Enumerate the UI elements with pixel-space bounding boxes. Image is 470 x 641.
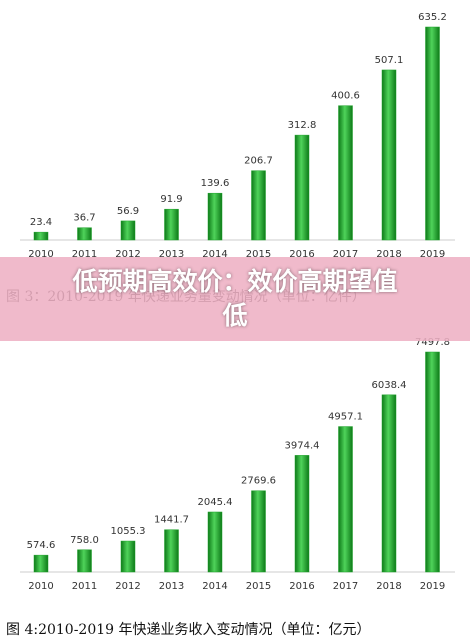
x-tick-label: 2014: [202, 249, 227, 260]
value-label: 1055.3: [111, 526, 146, 537]
x-tick-label: 2010: [28, 581, 53, 592]
value-label: 635.2: [418, 12, 447, 23]
x-tick-label: 2018: [376, 581, 401, 592]
value-label: 91.9: [160, 194, 182, 205]
bar: [120, 540, 136, 573]
value-label: 4957.1: [328, 412, 363, 423]
value-label: 6038.4: [372, 380, 407, 391]
value-label: 3974.4: [285, 440, 320, 451]
banner: 低预期高效价：效价高期望值低: [0, 257, 470, 341]
value-label: 139.6: [201, 178, 230, 189]
x-tick-label: 2016: [289, 581, 314, 592]
x-tick-label: 2015: [246, 249, 271, 260]
x-tick-label: 2017: [333, 249, 358, 260]
bar: [338, 105, 353, 241]
bar: [425, 26, 440, 241]
value-label: 206.7: [244, 156, 273, 167]
value-label: 758.0: [70, 535, 99, 546]
value-label: 23.4: [30, 217, 52, 228]
bar: [338, 426, 353, 573]
value-label: 1441.7: [154, 515, 189, 526]
value-label: 7497.8: [415, 337, 450, 348]
value-label: 36.7: [73, 213, 95, 224]
bar: [164, 529, 179, 573]
x-tick-label: 2014: [202, 581, 227, 592]
bar: [207, 192, 223, 241]
value-label: 312.8: [288, 120, 317, 131]
value-label: 400.6: [331, 91, 360, 102]
x-tick-label: 2017: [333, 581, 358, 592]
x-tick-label: 2012: [115, 249, 140, 260]
x-tick-label: 2013: [159, 249, 184, 260]
bar: [294, 455, 310, 573]
bar: [294, 134, 310, 241]
x-tick-label: 2015: [246, 581, 271, 592]
bar: [381, 69, 397, 241]
bar: [251, 170, 266, 241]
value-label: 56.9: [117, 206, 139, 217]
value-label: 2769.6: [241, 476, 276, 487]
bar: [33, 554, 49, 573]
bar: [33, 231, 49, 241]
x-tick-label: 2019: [420, 249, 445, 260]
value-label: 507.1: [375, 55, 404, 66]
bar: [251, 490, 266, 573]
bar: [164, 208, 179, 241]
bar: [425, 351, 440, 573]
x-tick-label: 2011: [72, 249, 97, 260]
banner-text: 低预期高效价：效价高期望值低: [72, 267, 398, 330]
x-tick-label: 2012: [115, 581, 140, 592]
value-label: 574.6: [27, 540, 56, 551]
x-tick-label: 2013: [159, 581, 184, 592]
x-tick-label: 2011: [72, 581, 97, 592]
bar: [77, 549, 92, 573]
bar: [120, 220, 136, 241]
value-label: 2045.4: [198, 497, 233, 508]
bar: [207, 511, 223, 573]
x-tick-label: 2019: [420, 581, 445, 592]
x-tick-label: 2016: [289, 249, 314, 260]
bar: [381, 394, 397, 573]
x-tick-label: 2010: [28, 249, 53, 260]
bar: [77, 227, 92, 241]
caption: 图 4:2010-2019 年快递业务收入变动情况（单位：亿元）: [6, 622, 371, 638]
x-tick-label: 2018: [376, 249, 401, 260]
